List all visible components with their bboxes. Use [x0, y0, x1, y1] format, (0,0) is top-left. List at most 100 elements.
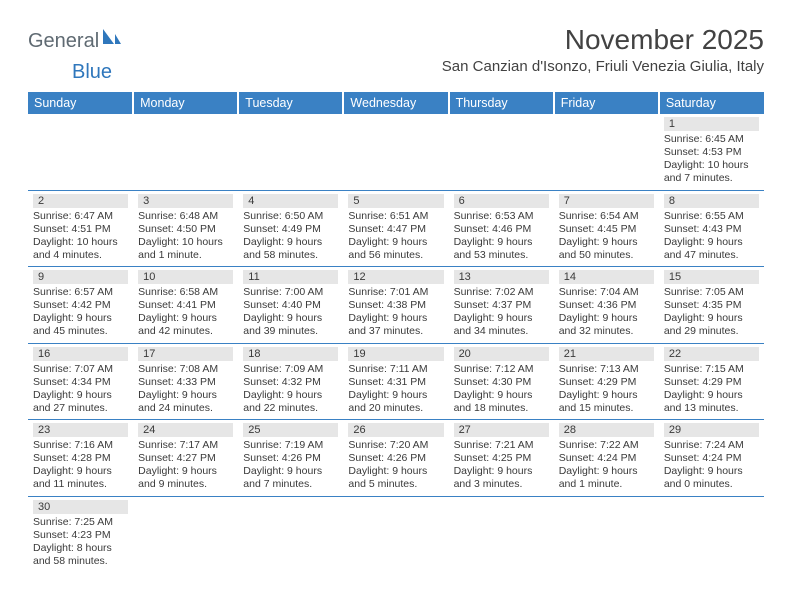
- daylight-text: Daylight: 10 hours and 1 minute.: [138, 236, 233, 262]
- calendar-cell: 16Sunrise: 7:07 AMSunset: 4:34 PMDayligh…: [28, 343, 133, 420]
- day-header: Saturday: [659, 92, 764, 114]
- daylight-text: Daylight: 9 hours and 34 minutes.: [454, 312, 549, 338]
- sunset-text: Sunset: 4:32 PM: [243, 376, 338, 389]
- daylight-text: Daylight: 10 hours and 7 minutes.: [664, 159, 759, 185]
- day-number: 7: [559, 194, 654, 208]
- daylight-text: Daylight: 9 hours and 37 minutes.: [348, 312, 443, 338]
- sunset-text: Sunset: 4:53 PM: [664, 146, 759, 159]
- calendar-cell-empty: [343, 114, 448, 190]
- logo: General: [28, 30, 123, 53]
- calendar-row: 23Sunrise: 7:16 AMSunset: 4:28 PMDayligh…: [28, 420, 764, 497]
- sunrise-text: Sunrise: 6:45 AM: [664, 133, 759, 146]
- sunrise-text: Sunrise: 7:16 AM: [33, 439, 128, 452]
- sunrise-text: Sunrise: 6:47 AM: [33, 210, 128, 223]
- calendar-cell-empty: [449, 114, 554, 190]
- day-details: Sunrise: 7:09 AMSunset: 4:32 PMDaylight:…: [243, 363, 338, 416]
- sunrise-text: Sunrise: 7:05 AM: [664, 286, 759, 299]
- sunrise-text: Sunrise: 7:20 AM: [348, 439, 443, 452]
- daylight-text: Daylight: 9 hours and 50 minutes.: [559, 236, 654, 262]
- day-number: 1: [664, 117, 759, 131]
- calendar-row: 2Sunrise: 6:47 AMSunset: 4:51 PMDaylight…: [28, 190, 764, 267]
- sunrise-text: Sunrise: 6:50 AM: [243, 210, 338, 223]
- calendar-cell: 22Sunrise: 7:15 AMSunset: 4:29 PMDayligh…: [659, 343, 764, 420]
- sunset-text: Sunset: 4:40 PM: [243, 299, 338, 312]
- day-details: Sunrise: 7:24 AMSunset: 4:24 PMDaylight:…: [664, 439, 759, 492]
- sunset-text: Sunset: 4:27 PM: [138, 452, 233, 465]
- day-details: Sunrise: 6:45 AMSunset: 4:53 PMDaylight:…: [664, 133, 759, 186]
- daylight-text: Daylight: 9 hours and 39 minutes.: [243, 312, 338, 338]
- day-number: 12: [348, 270, 443, 284]
- calendar-cell-empty: [554, 496, 659, 572]
- day-details: Sunrise: 7:19 AMSunset: 4:26 PMDaylight:…: [243, 439, 338, 492]
- calendar-row: 16Sunrise: 7:07 AMSunset: 4:34 PMDayligh…: [28, 343, 764, 420]
- sunrise-text: Sunrise: 7:11 AM: [348, 363, 443, 376]
- sunset-text: Sunset: 4:45 PM: [559, 223, 654, 236]
- calendar-cell: 11Sunrise: 7:00 AMSunset: 4:40 PMDayligh…: [238, 267, 343, 344]
- daylight-text: Daylight: 9 hours and 9 minutes.: [138, 465, 233, 491]
- day-details: Sunrise: 6:53 AMSunset: 4:46 PMDaylight:…: [454, 210, 549, 263]
- sunset-text: Sunset: 4:38 PM: [348, 299, 443, 312]
- calendar-cell: 20 Sunrise: 7:12 AMSunset: 4:30 PMDayligh…: [449, 343, 554, 420]
- daylight-text: Daylight: 9 hours and 3 minutes.: [454, 465, 549, 491]
- calendar-cell: 9Sunrise: 6:57 AMSunset: 4:42 PMDaylight…: [28, 267, 133, 344]
- daylight-text: Daylight: 9 hours and 15 minutes.: [559, 389, 654, 415]
- sunrise-text: Sunrise: 7:04 AM: [559, 286, 654, 299]
- daylight-text: Daylight: 9 hours and 5 minutes.: [348, 465, 443, 491]
- sunset-text: Sunset: 4:42 PM: [33, 299, 128, 312]
- daylight-text: Daylight: 9 hours and 56 minutes.: [348, 236, 443, 262]
- day-details: Sunrise: 7:11 AMSunset: 4:31 PMDaylight:…: [348, 363, 443, 416]
- sunrise-text: Sunrise: 7:15 AM: [664, 363, 759, 376]
- day-details: Sunrise: 7:22 AMSunset: 4:24 PMDaylight:…: [559, 439, 654, 492]
- calendar-cell: 10Sunrise: 6:58 AMSunset: 4:41 PMDayligh…: [133, 267, 238, 344]
- sunset-text: Sunset: 4:46 PM: [454, 223, 549, 236]
- calendar-cell-empty: [659, 496, 764, 572]
- sunrise-text: Sunrise: 6:51 AM: [348, 210, 443, 223]
- day-details: Sunrise: 6:54 AMSunset: 4:45 PMDaylight:…: [559, 210, 654, 263]
- calendar-cell: 4Sunrise: 6:50 AMSunset: 4:49 PMDaylight…: [238, 190, 343, 267]
- day-header: Tuesday: [238, 92, 343, 114]
- day-number: 13: [454, 270, 549, 284]
- calendar-cell: 13Sunrise: 7:02 AMSunset: 4:37 PMDayligh…: [449, 267, 554, 344]
- daylight-text: Daylight: 9 hours and 53 minutes.: [454, 236, 549, 262]
- calendar-cell: 28Sunrise: 7:22 AMSunset: 4:24 PMDayligh…: [554, 420, 659, 497]
- day-number: 17: [138, 347, 233, 361]
- calendar-cell: 21Sunrise: 7:13 AMSunset: 4:29 PMDayligh…: [554, 343, 659, 420]
- sunset-text: Sunset: 4:26 PM: [348, 452, 443, 465]
- daylight-text: Daylight: 9 hours and 32 minutes.: [559, 312, 654, 338]
- daylight-text: Daylight: 9 hours and 20 minutes.: [348, 389, 443, 415]
- daylight-text: Daylight: 9 hours and 22 minutes.: [243, 389, 338, 415]
- sunrise-text: Sunrise: 6:57 AM: [33, 286, 128, 299]
- day-number: 25: [243, 423, 338, 437]
- daylight-text: Daylight: 9 hours and 7 minutes.: [243, 465, 338, 491]
- day-number: 15: [664, 270, 759, 284]
- sunrise-text: Sunrise: 7:02 AM: [454, 286, 549, 299]
- daylight-text: Daylight: 9 hours and 18 minutes.: [454, 389, 549, 415]
- sunrise-text: Sunrise: 7:25 AM: [33, 516, 128, 529]
- day-details: Sunrise: 7:00 AMSunset: 4:40 PMDaylight:…: [243, 286, 338, 339]
- sunrise-text: Sunrise: 6:55 AM: [664, 210, 759, 223]
- calendar-cell-empty: [238, 496, 343, 572]
- day-header: Wednesday: [343, 92, 448, 114]
- sunset-text: Sunset: 4:31 PM: [348, 376, 443, 389]
- sunrise-text: Sunrise: 7:08 AM: [138, 363, 233, 376]
- day-details: Sunrise: 7:12 AMSunset: 4:30 PMDaylight:…: [454, 363, 549, 416]
- sunrise-text: Sunrise: 7:21 AM: [454, 439, 549, 452]
- calendar-table: Sunday Monday Tuesday Wednesday Thursday…: [28, 92, 764, 572]
- daylight-text: Daylight: 9 hours and 24 minutes.: [138, 389, 233, 415]
- calendar-cell: 15Sunrise: 7:05 AMSunset: 4:35 PMDayligh…: [659, 267, 764, 344]
- calendar-cell-empty: [343, 496, 448, 572]
- sunset-text: Sunset: 4:36 PM: [559, 299, 654, 312]
- calendar-cell: 25 Sunrise: 7:19 AMSunset: 4:26 PMDayligh…: [238, 420, 343, 497]
- day-details: Sunrise: 7:15 AMSunset: 4:29 PMDaylight:…: [664, 363, 759, 416]
- day-number: 27: [454, 423, 549, 437]
- calendar-cell-empty: [238, 114, 343, 190]
- sunrise-text: Sunrise: 7:00 AM: [243, 286, 338, 299]
- sunrise-text: Sunrise: 7:01 AM: [348, 286, 443, 299]
- calendar-cell: 29Sunrise: 7:24 AMSunset: 4:24 PMDayligh…: [659, 420, 764, 497]
- calendar-cell: 26Sunrise: 7:20 AMSunset: 4:26 PMDayligh…: [343, 420, 448, 497]
- day-number: 20: [454, 347, 549, 361]
- calendar-cell: 19Sunrise: 7:11 AMSunset: 4:31 PMDayligh…: [343, 343, 448, 420]
- calendar-cell-empty: [28, 114, 133, 190]
- day-number: 23: [33, 423, 128, 437]
- calendar-cell: 5Sunrise: 6:51 AMSunset: 4:47 PMDaylight…: [343, 190, 448, 267]
